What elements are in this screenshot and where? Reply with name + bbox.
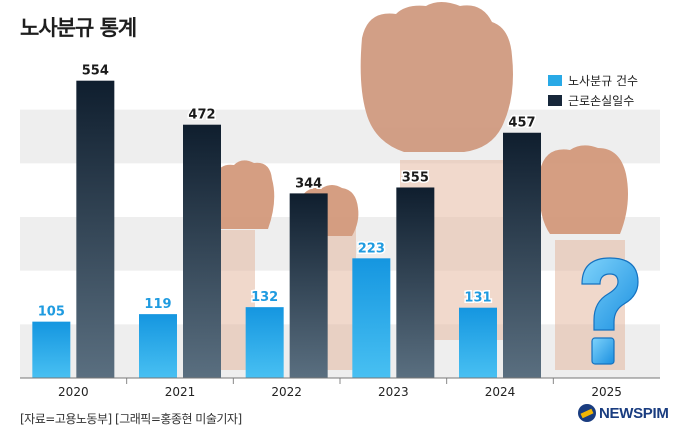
x-tick-label: 2022	[271, 385, 302, 399]
bar-cases-2023	[352, 258, 391, 378]
logo-text: NEWSPIM	[599, 404, 669, 422]
bar-cases-2022	[245, 307, 284, 378]
x-axis: 2020 2021 2022 2023 2024 2025	[20, 377, 660, 399]
data-label-cases: 119	[144, 297, 171, 312]
question-mark-icon	[581, 257, 639, 365]
bar-cases-2024	[459, 307, 497, 378]
x-tick-label: 2020	[58, 385, 89, 399]
legend: 노사분규 건수 근로손실일수	[548, 70, 638, 110]
legend-label-lost-days: 근로손실일수	[568, 93, 635, 108]
data-label-cases: 105	[38, 305, 65, 320]
data-label-cases: 223	[358, 241, 385, 256]
data-label-lost-days: 554	[82, 64, 109, 79]
data-label-lost-days: 457	[508, 116, 535, 131]
bars: 105 554 119 472 132 344 223 355 131 457	[32, 62, 541, 379]
legend-item-cases: 노사분규 건수	[548, 70, 638, 90]
legend-label-cases: 노사분규 건수	[568, 73, 639, 88]
legend-swatch-lost-days	[548, 94, 562, 106]
x-tick-label: 2023	[378, 385, 409, 399]
chart-title: 노사분규 통계	[20, 16, 137, 40]
bar-cases-2020	[32, 321, 71, 378]
legend-item-lost-days: 근로손실일수	[548, 90, 638, 110]
bar-cases-2021	[139, 314, 177, 378]
data-label-cases: 131	[464, 291, 491, 306]
bar-lost-days-2022	[289, 193, 328, 378]
x-tick-label: 2024	[485, 385, 516, 399]
data-label-lost-days: 472	[188, 108, 215, 123]
bar-lost-days-2023	[396, 187, 435, 378]
bar-lost-days-2020	[76, 80, 115, 378]
data-label-lost-days: 344	[295, 176, 322, 191]
legend-swatch-cases	[548, 74, 562, 86]
x-tick-label: 2021	[165, 385, 196, 399]
data-label-lost-days: 355	[402, 170, 429, 185]
newspim-logo: NEWSPIM	[578, 404, 669, 422]
x-tick-label: 2025	[591, 385, 622, 399]
bar-lost-days-2021	[183, 124, 221, 379]
bar-lost-days-2024	[503, 132, 541, 378]
source-credit: [자료=고용노동부] [그래픽=홍종현 미술기자]	[20, 412, 242, 426]
data-label-cases: 132	[251, 290, 278, 305]
logo-icon	[578, 404, 596, 422]
